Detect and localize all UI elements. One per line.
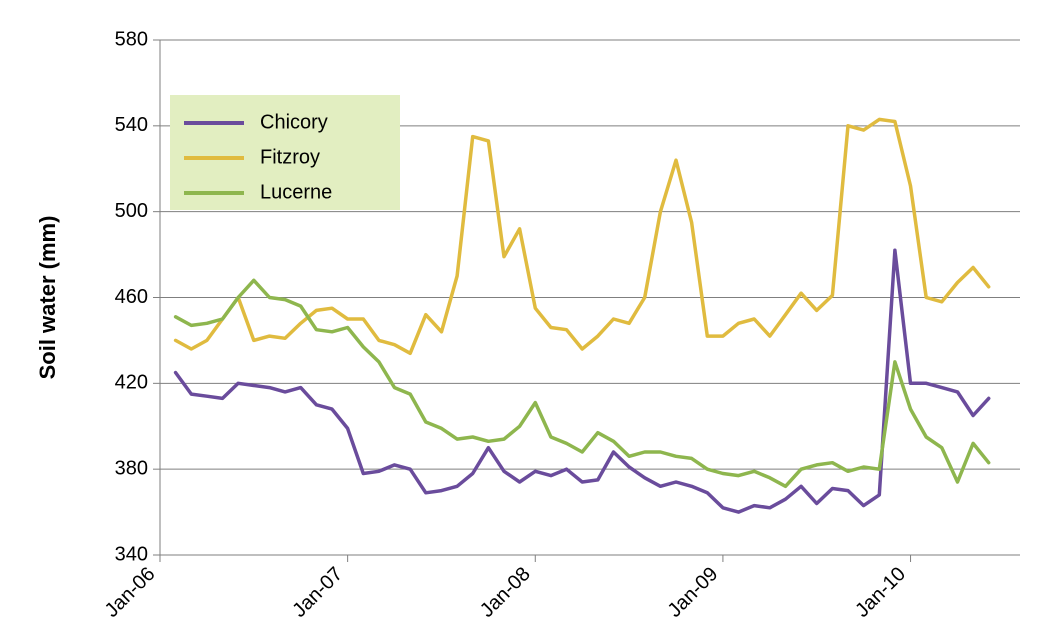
svg-text:580: 580 [115, 28, 148, 50]
svg-text:Chicory: Chicory [260, 111, 328, 133]
svg-text:500: 500 [115, 200, 148, 222]
svg-text:Fitzroy: Fitzroy [260, 146, 320, 168]
chart-svg: 340380420460500540580Soil water (mm)Jan-… [0, 0, 1040, 644]
svg-text:380: 380 [115, 457, 148, 479]
svg-text:Soil water (mm): Soil water (mm) [35, 216, 60, 380]
svg-text:540: 540 [115, 114, 148, 136]
svg-text:340: 340 [115, 543, 148, 565]
svg-text:460: 460 [115, 286, 148, 308]
svg-text:Lucerne: Lucerne [260, 181, 332, 203]
svg-text:420: 420 [115, 372, 148, 394]
soil-water-line-chart: 340380420460500540580Soil water (mm)Jan-… [0, 0, 1040, 644]
